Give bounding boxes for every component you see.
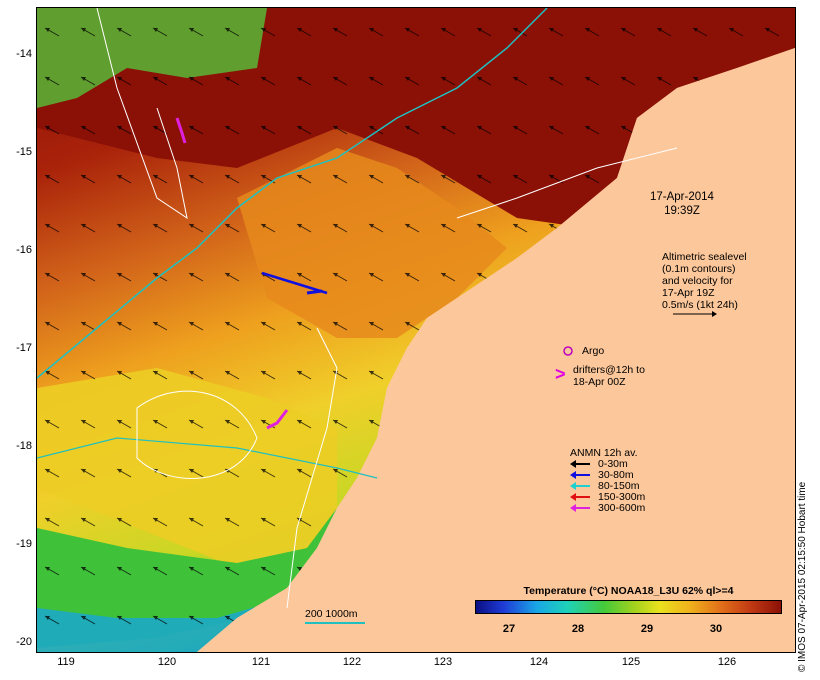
x-tick-label: 123: [433, 656, 453, 668]
timestamp-label: 17-Apr-2014 19:39Z: [650, 190, 714, 218]
legend-item: 150-300m: [570, 490, 646, 503]
argo-label: Argo: [582, 345, 605, 357]
y-tick-label: -19: [16, 538, 32, 550]
isobath-200m: [37, 8, 548, 379]
anmn-arrow: [261, 271, 328, 295]
sst-map-graphic: [37, 8, 795, 652]
altimetry-note-line: 17-Apr 19Z: [662, 287, 715, 299]
legend-item: 80-150m: [570, 479, 645, 492]
altimetry-note: Altimetric sealevel (0.1m contours) and …: [662, 251, 747, 311]
legend-item-label: 30-80m: [598, 468, 634, 481]
x-tick-label: 125: [621, 656, 641, 668]
colorbar-label: 28: [571, 623, 585, 635]
legend-item-label: 80-150m: [598, 479, 640, 492]
legend-item: 30-80m: [570, 468, 645, 481]
anmn-arrow: [306, 289, 323, 295]
x-tick-label: 120: [157, 656, 177, 668]
colorbar-label: 27: [502, 623, 516, 635]
sealevel-contour: [136, 390, 258, 479]
isobath-1000m: [37, 437, 378, 479]
drifter-label-line: drifters@12h to: [573, 364, 645, 376]
y-tick-label: -16: [16, 244, 32, 256]
credit-text: © IMOS 07-Apr-2015 02:15:50 Hobart time: [797, 481, 808, 672]
legend-arrow-icon: [570, 459, 594, 468]
x-tick-label: 122: [342, 656, 362, 668]
sealevel-contour: [96, 8, 188, 220]
argo-marker-icon: [563, 346, 573, 356]
x-tick-label: 126: [717, 656, 737, 668]
sst-map: [36, 7, 796, 653]
depth-scale-line: [305, 622, 365, 624]
velocity-scale-arrow-icon: [673, 311, 717, 317]
y-tick-label: -15: [16, 146, 32, 158]
legend-title: ANMN 12h av.: [570, 446, 638, 459]
sealevel-contour: [286, 327, 338, 609]
legend-item-label: 0-30m: [598, 457, 628, 470]
sealevel-contour: [456, 147, 678, 219]
legend-item-label: 300-600m: [598, 501, 646, 514]
legend-arrow-icon: [570, 503, 594, 512]
legend-item: 0-30m: [570, 457, 645, 470]
colorbar: [475, 600, 782, 614]
drifter-track: [266, 409, 289, 430]
land-mask: [197, 48, 795, 652]
legend-arrow-icon: [570, 481, 594, 490]
legend-arrow-icon: [570, 492, 594, 501]
drifter-label-line: 18-Apr 00Z: [573, 376, 626, 388]
x-tick-label: 124: [529, 656, 549, 668]
legend-item: 300-600m: [570, 501, 646, 514]
colorbar-label: 29: [640, 623, 654, 635]
y-tick-label: -14: [16, 48, 32, 60]
drifter-marker-icon: >: [555, 364, 566, 384]
x-tick-label: 121: [251, 656, 271, 668]
depth-scale-label: 200 1000m: [305, 608, 358, 620]
altimetry-note-line: Altimetric sealevel: [662, 251, 747, 263]
colorbar-title: Temperature (°C) NOAA18_L3U 62% ql>=4: [523, 585, 734, 597]
legend-arrow-icon: [570, 470, 594, 479]
altimetry-note-line: and velocity for: [662, 275, 733, 287]
drifter-label: drifters@12h to 18-Apr 00Z: [573, 364, 645, 388]
timestamp-time: 19:39Z: [664, 205, 700, 217]
y-tick-label: -20: [16, 636, 32, 648]
colorbar-label: 30: [709, 623, 723, 635]
x-tick-label: 119: [57, 656, 75, 668]
altimetry-note-line: 0.5m/s (1kt 24h): [662, 299, 738, 311]
anmn-legend: ANMN 12h av. 0-30m 30-80m 80-150m 150-30…: [570, 446, 646, 514]
legend-item-label: 150-300m: [598, 490, 646, 503]
y-tick-label: -17: [16, 342, 32, 354]
timestamp-date: 17-Apr-2014: [650, 191, 714, 203]
drifter-track: [175, 117, 187, 144]
y-tick-label: -18: [16, 440, 32, 452]
altimetry-note-line: (0.1m contours): [662, 263, 736, 275]
